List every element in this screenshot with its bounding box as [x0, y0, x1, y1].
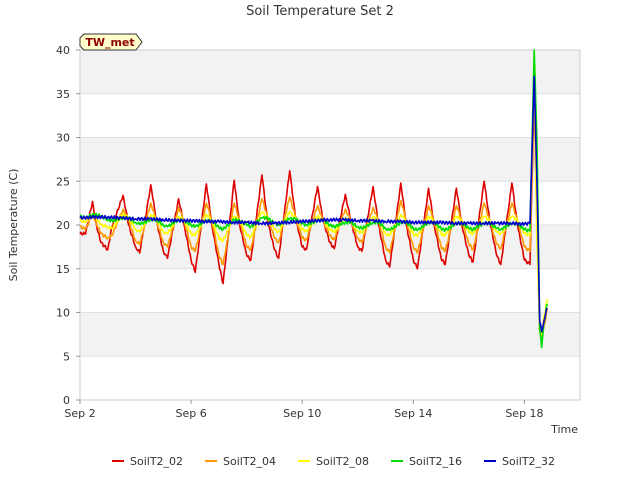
- legend-label: SoilT2_32: [502, 455, 555, 468]
- legend-label: SoilT2_02: [130, 455, 183, 468]
- y-tick-label: 40: [56, 44, 70, 57]
- x-tick-label: Sep 6: [175, 407, 206, 420]
- y-axis-label: Soil Temperature (C): [7, 169, 20, 282]
- y-tick-label: 15: [56, 263, 70, 276]
- x-tick-label: Sep 14: [394, 407, 432, 420]
- badge-label: TW_met: [85, 36, 134, 49]
- badge-shape: [79, 33, 143, 51]
- plot-band: [80, 137, 580, 182]
- legend-label: SoilT2_04: [223, 455, 276, 468]
- y-tick-label: 20: [56, 219, 70, 232]
- plot-band: [80, 50, 580, 94]
- series-line-soilt2_04: [79, 84, 548, 342]
- y-tick-label: 35: [56, 88, 70, 101]
- x-axis: Sep 2 Sep 6 Sep 10 Sep 14 Sep 18: [64, 400, 544, 420]
- plot-band: [80, 93, 580, 138]
- plot-band: [80, 356, 580, 400]
- legend-label: SoilT2_16: [409, 455, 462, 468]
- x-axis-label: Time: [550, 423, 578, 436]
- x-tick-label: Sep 2: [64, 407, 95, 420]
- x-tick-label: Sep 18: [505, 407, 543, 420]
- legend-label: SoilT2_08: [316, 455, 369, 468]
- plot-band: [80, 181, 580, 225]
- chart-title: Soil Temperature Set 2: [246, 4, 394, 19]
- series-lines: [79, 49, 548, 349]
- y-axis: 0 5 10 15 20 25 30 35 40: [56, 44, 80, 407]
- x-tick-label: Sep 10: [283, 407, 321, 420]
- y-tick-label: 10: [56, 307, 70, 320]
- y-tick-label: 0: [63, 394, 70, 407]
- y-tick-label: 30: [56, 132, 70, 145]
- legend: SoilT2_02 SoilT2_04 SoilT2_08 SoilT2_16 Soil…: [112, 455, 555, 468]
- station-badge: TW_met: [79, 33, 143, 51]
- y-tick-label: 25: [56, 175, 70, 188]
- plot-band: [80, 312, 580, 357]
- series-line-soilt2_32: [79, 75, 548, 333]
- series-line-soilt2_02: [79, 93, 548, 340]
- y-tick-label: 5: [63, 350, 70, 363]
- plot-band: [80, 268, 580, 313]
